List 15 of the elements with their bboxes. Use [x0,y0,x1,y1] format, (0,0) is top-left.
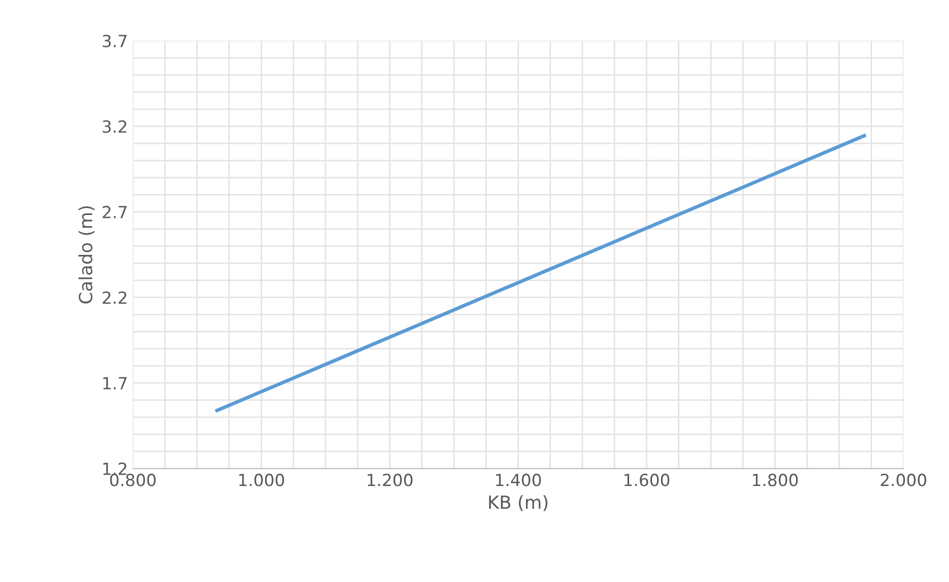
x-tick-label: 1.600 [624,474,670,486]
y-tick-label: 2.7 [102,206,127,218]
x-tick-label: 1.200 [368,474,412,486]
x-axis-title: KB (m) [489,495,548,512]
y-tick-label: 1.7 [103,377,127,390]
x-tick-label: 1.400 [496,474,541,486]
y-tick-label: 1.2 [103,462,126,475]
y-tick-label: 3.2 [102,120,126,133]
y-tick-label: 3.7 [102,34,127,48]
x-tick-label: 2.000 [880,474,926,486]
x-tick-label: 1.800 [752,474,798,486]
x-tick-label: 0.800 [110,474,156,486]
y-axis-title: Calado (m) [78,206,95,304]
y-tick-label: 2.2 [102,291,126,304]
x-tick-label: 1.000 [239,474,284,486]
